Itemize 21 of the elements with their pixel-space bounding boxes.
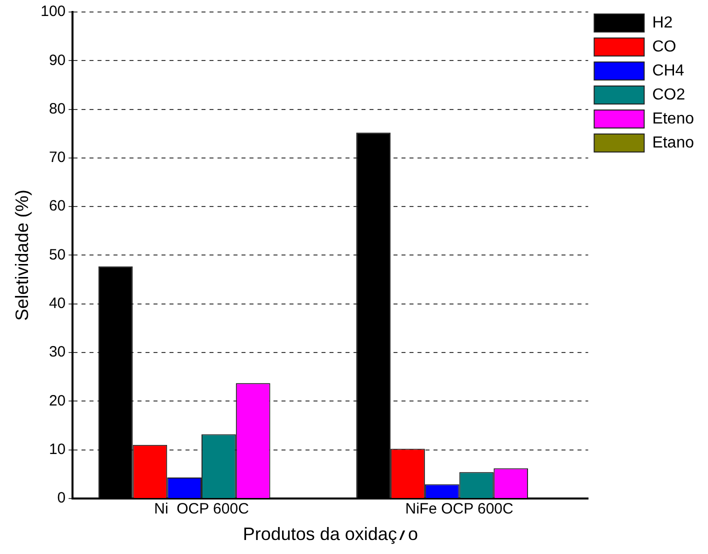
y-tick-label: 80 xyxy=(48,100,66,118)
legend-label: H2 xyxy=(652,14,673,32)
y-tick-label: 10 xyxy=(48,440,66,458)
y-tick-label: 50 xyxy=(48,246,66,264)
x-tick-label: Ni OCP 600C xyxy=(154,500,250,518)
y-tick-label: 0 xyxy=(57,490,66,507)
legend-label: CO2 xyxy=(652,86,686,104)
y-tick-label: 90 xyxy=(48,52,66,69)
x-axis-title: Produtos da oxidaç؍o xyxy=(242,524,418,544)
y-tick-label: 100 xyxy=(40,3,66,20)
y-tick-label: 40 xyxy=(48,294,66,312)
legend-label: Eteno xyxy=(652,110,694,128)
y-tick-label: 70 xyxy=(48,149,66,166)
y-tick-label: 20 xyxy=(48,392,66,410)
y-tick-label: 60 xyxy=(48,198,66,215)
y-axis-title: Seletividade (%) xyxy=(12,190,32,321)
legend-label: Etano xyxy=(652,134,694,152)
y-tick-label: 30 xyxy=(48,344,66,361)
legend-label: CH4 xyxy=(652,62,684,80)
x-tick-label: NiFe OCP 600C xyxy=(405,500,514,518)
legend-label: CO xyxy=(652,38,676,56)
